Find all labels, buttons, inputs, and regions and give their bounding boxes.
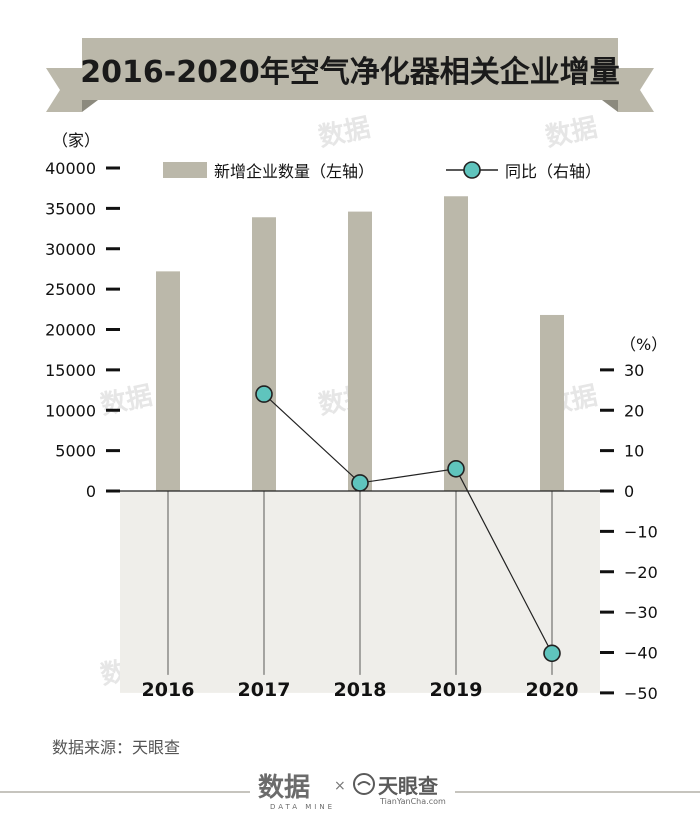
bar: [252, 217, 276, 491]
right-axis-tick-label: −40: [624, 644, 658, 663]
left-axis-tick-label: 30000: [45, 240, 96, 259]
yoy-point: [543, 644, 561, 663]
yoy-point: [447, 459, 465, 478]
right-axis-unit: （%）: [620, 335, 667, 354]
footer-divider: [0, 791, 700, 793]
right-axis-tick-label: −50: [624, 684, 658, 703]
left-axis-unit: （家）: [52, 131, 100, 150]
left-axis-tick-label: 25000: [45, 280, 96, 299]
right-axis-tick-label: −20: [624, 563, 658, 582]
bar: [540, 314, 564, 491]
chart-title: 2016-2020年空气净化器相关企业增量: [80, 55, 620, 90]
left-axis-tick-label: 0: [86, 482, 96, 501]
footer-times: ×: [334, 778, 346, 794]
chart: 0 5000 10000 15000 20000 25000 30000 35000 40000…: [45, 131, 667, 703]
legend-bar-swatch: [163, 162, 207, 178]
legend-bar-label: 新增企业数量（左轴）: [214, 162, 374, 181]
yoy-point: [255, 385, 273, 403]
title-banner: [46, 38, 654, 112]
x-tick-label: 2016: [142, 679, 195, 701]
x-tick-label: 2018: [334, 679, 387, 701]
bar: [156, 271, 180, 491]
right-axis-tick-label: −10: [624, 522, 658, 541]
datamine-logo: 数据: [258, 773, 311, 803]
right-axis-tick-label: 20: [624, 401, 644, 420]
right-axis-tick-label: 10: [624, 442, 644, 461]
left-axis-tick-label: 20000: [45, 321, 96, 340]
right-axis-tick-label: 0: [624, 482, 634, 501]
yoy-line: [263, 393, 553, 654]
right-axis-tick-label: 30: [624, 361, 644, 380]
tianyancha-logo: 天眼查: [378, 774, 438, 798]
x-tick-label: 2020: [526, 679, 579, 701]
bar: [444, 196, 468, 491]
left-axis-tick-label: 40000: [45, 159, 96, 178]
x-tick-label: 2019: [430, 679, 483, 701]
left-axis-tick-label: 15000: [45, 361, 96, 380]
tianyancha-icon: [353, 773, 375, 795]
datamine-logo-sub: DATA MINE: [270, 803, 336, 811]
tianyancha-url: TianYanCha.com: [380, 797, 446, 806]
yoy-point: [351, 474, 369, 492]
left-axis-tick-label: 35000: [45, 199, 96, 218]
left-axis-tick-label: 10000: [45, 401, 96, 420]
right-axis-tick-label: −30: [624, 603, 658, 622]
legend-line-marker: [463, 161, 481, 179]
legend-line-label: 同比（右轴）: [505, 162, 601, 181]
left-axis-tick-label: 5000: [55, 442, 96, 461]
source-note: 数据来源：天眼查: [52, 738, 181, 757]
bar: [348, 211, 372, 492]
x-tick-label: 2017: [238, 679, 291, 701]
